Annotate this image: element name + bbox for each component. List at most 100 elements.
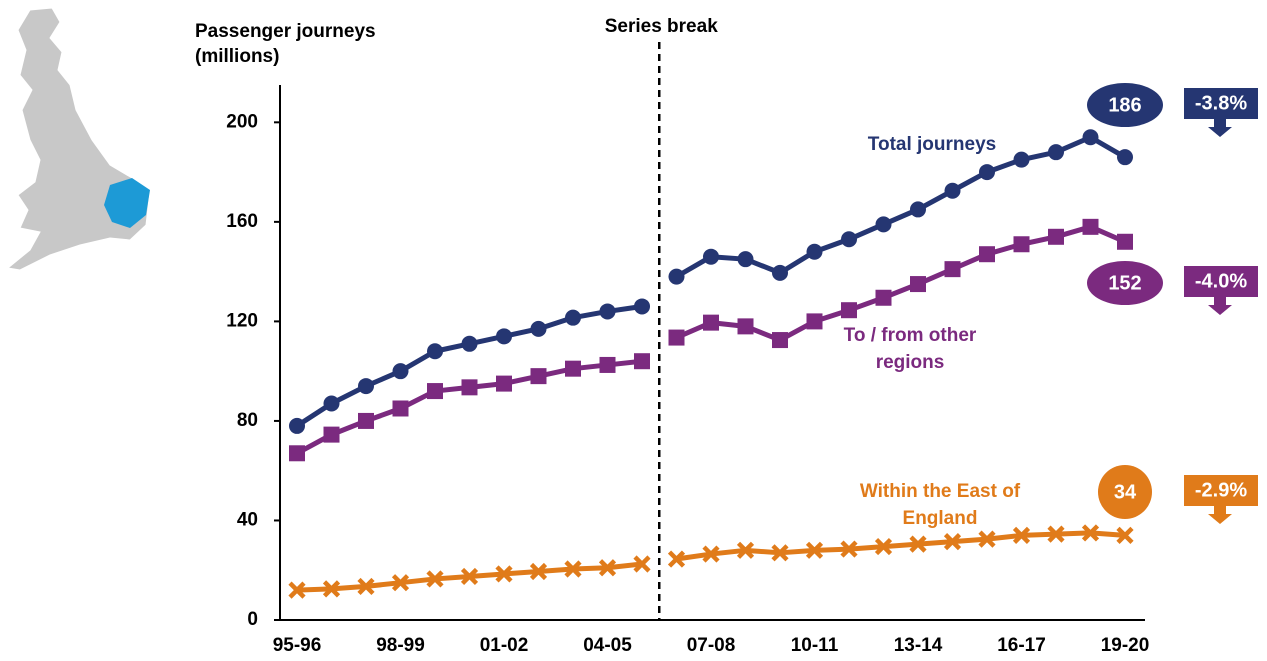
point	[1047, 525, 1065, 543]
point	[1048, 144, 1064, 161]
point	[978, 530, 996, 548]
point	[979, 164, 995, 181]
point	[703, 314, 719, 331]
point	[771, 544, 789, 562]
y-tick-label: 80	[237, 410, 258, 431]
point	[668, 268, 685, 285]
change-arrow	[1184, 88, 1258, 137]
point	[979, 246, 995, 263]
series-line	[295, 358, 643, 456]
end-value-label: 186	[1108, 94, 1141, 116]
end-value-bubble	[1087, 261, 1163, 305]
point	[1082, 218, 1099, 235]
point	[461, 379, 478, 396]
point	[599, 303, 616, 320]
point	[1082, 129, 1099, 146]
point	[668, 329, 685, 346]
x-tick-label: 98-99	[376, 635, 425, 656]
y-tick-label: 40	[237, 509, 258, 530]
point	[357, 577, 375, 595]
series-break-label: Series break	[605, 16, 718, 37]
point	[289, 417, 305, 434]
series-label: Within the East of	[860, 481, 1021, 502]
point	[634, 298, 650, 315]
point	[427, 343, 443, 360]
point	[288, 581, 306, 599]
point	[667, 550, 686, 568]
series-label: Total journeys	[868, 134, 996, 155]
point	[565, 360, 581, 377]
point	[391, 574, 410, 592]
point	[737, 251, 754, 268]
point	[460, 567, 479, 586]
point	[392, 400, 409, 417]
point	[910, 276, 926, 293]
x-tick-label: 16-17	[997, 635, 1046, 656]
series-line	[676, 530, 1126, 562]
point	[1048, 228, 1064, 245]
point	[427, 383, 443, 400]
point	[702, 545, 720, 563]
point	[943, 533, 962, 551]
point	[1012, 526, 1031, 544]
point	[874, 538, 893, 556]
end-value-bubble	[1098, 465, 1152, 519]
point	[496, 328, 512, 345]
point	[322, 580, 341, 598]
y-tick-label: 120	[226, 310, 258, 331]
point	[495, 565, 513, 583]
point	[875, 289, 892, 306]
point	[358, 412, 374, 429]
x-tick-label: 07-08	[687, 635, 736, 656]
point	[841, 302, 857, 319]
map-east-of-england	[104, 178, 150, 228]
series-label: To / from other	[844, 325, 977, 346]
change-label: -2.9%	[1195, 479, 1247, 501]
point	[1116, 526, 1134, 544]
point	[841, 231, 857, 248]
series-label: regions	[876, 352, 945, 373]
change-label: -4.0%	[1195, 270, 1247, 292]
point	[1081, 524, 1100, 542]
x-tick-label: 19-20	[1101, 635, 1150, 656]
point	[358, 378, 374, 395]
x-tick-label: 10-11	[791, 635, 839, 656]
point	[944, 261, 961, 278]
end-value-label: 34	[1114, 481, 1137, 503]
point	[530, 320, 547, 337]
point	[289, 445, 305, 462]
point	[840, 540, 858, 558]
end-value-bubble	[1087, 83, 1163, 127]
y-tick-label: 200	[226, 111, 258, 132]
y-tick-label: 0	[247, 609, 258, 630]
point	[599, 356, 616, 373]
point	[461, 335, 478, 352]
point	[392, 363, 409, 380]
map-uk	[6, 7, 151, 271]
change-label: -3.8%	[1195, 92, 1247, 114]
point	[1013, 236, 1030, 253]
point	[806, 243, 823, 260]
point	[634, 353, 650, 370]
point	[323, 426, 340, 443]
point	[772, 264, 788, 281]
x-tick-label: 04-05	[583, 635, 632, 656]
change-arrow	[1184, 475, 1258, 524]
change-arrow	[1184, 266, 1258, 315]
point	[737, 318, 754, 335]
x-tick-label: 13-14	[894, 635, 943, 656]
point	[910, 201, 926, 218]
point	[496, 375, 512, 392]
point	[806, 313, 823, 330]
point	[426, 570, 444, 588]
point	[909, 535, 927, 553]
point	[703, 248, 719, 265]
series-label: England	[903, 508, 978, 529]
end-value-label: 152	[1108, 272, 1141, 294]
point	[530, 368, 547, 385]
point	[1117, 149, 1133, 166]
point	[772, 332, 788, 349]
point	[805, 541, 824, 559]
x-tick-label: 95-96	[273, 635, 322, 656]
